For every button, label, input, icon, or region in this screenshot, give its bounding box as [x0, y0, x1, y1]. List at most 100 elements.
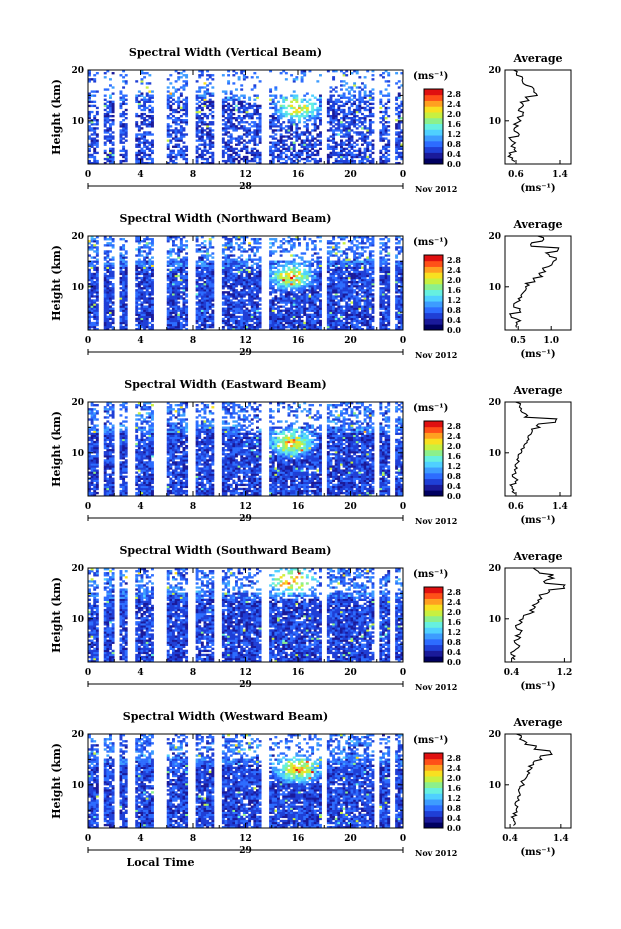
heatmap-cell	[242, 303, 246, 306]
heatmap-cell	[250, 278, 254, 282]
heatmap-cell	[358, 131, 362, 134]
heatmap-cell	[319, 270, 322, 274]
heatmap-cell	[342, 143, 346, 146]
heatmap-cell	[303, 117, 307, 120]
heatmap-cell	[342, 305, 346, 308]
heatmap-cell	[198, 244, 202, 247]
heatmap-cell	[290, 106, 294, 110]
heatmap-cell	[334, 117, 338, 120]
heatmap-cell	[224, 297, 228, 300]
heatmap-cell	[143, 268, 147, 272]
heatmap-cell	[227, 307, 231, 310]
heatmap-cell	[279, 283, 283, 286]
heatmap-cell	[368, 131, 372, 134]
heatmap-cell	[253, 84, 257, 87]
heatmap-cell	[332, 153, 336, 157]
heatmap-cell	[337, 323, 341, 327]
heatmap-cell	[290, 291, 294, 294]
heatmap-cell	[308, 260, 312, 263]
heatmap-cell	[303, 287, 307, 290]
heatmap-cell	[253, 289, 257, 292]
heatmap-cell	[311, 323, 315, 327]
heatmap-cell	[109, 78, 112, 81]
month-label: Nov 2012	[415, 184, 457, 194]
heatmap-cell	[195, 161, 199, 165]
heatmap-cell	[253, 94, 257, 97]
heatmap-cell	[229, 301, 233, 304]
heatmap-cell	[227, 104, 231, 108]
heatmap-cell	[169, 248, 173, 251]
heatmap-cell	[221, 311, 225, 314]
heatmap-cell	[151, 285, 154, 288]
heatmap-cell	[298, 287, 301, 290]
heatmap-cell	[358, 149, 362, 153]
heatmap-cell	[282, 260, 286, 263]
heatmap-cell	[334, 123, 338, 126]
heatmap-cell	[140, 149, 144, 153]
heatmap-cell	[271, 311, 275, 314]
heatmap-cell	[258, 283, 262, 286]
heatmap-cell	[211, 313, 215, 316]
heatmap-cell	[229, 121, 233, 124]
heatmap-cell	[337, 285, 341, 288]
heatmap-cell	[300, 149, 304, 153]
heatmap-cell	[395, 145, 399, 148]
heatmap-cell	[242, 289, 246, 292]
heatmap-cell	[300, 98, 304, 101]
heatmap-cell	[353, 84, 357, 87]
heatmap-cell	[111, 157, 115, 161]
heatmap-cell	[258, 141, 262, 144]
heatmap-cell	[179, 280, 183, 284]
heatmap-cell	[229, 327, 233, 331]
heatmap-cell	[292, 119, 296, 122]
heatmap-cell	[232, 307, 236, 310]
heatmap-cell	[232, 315, 236, 319]
heatmap-cell	[250, 88, 254, 91]
heatmap-cell	[221, 266, 225, 269]
heatmap-cell	[350, 283, 354, 286]
heatmap-cell	[253, 305, 257, 308]
heatmap-cell	[340, 96, 343, 99]
heatmap-cell	[305, 100, 309, 103]
heatmap-cell	[332, 102, 336, 106]
heatmap-cell	[292, 317, 296, 321]
heatmap-cell	[300, 278, 304, 282]
heatmap-cell	[122, 110, 126, 114]
heatmap-cell	[103, 236, 107, 239]
heatmap-cell	[166, 272, 170, 276]
heatmap-cell	[332, 323, 336, 327]
heatmap-cell	[227, 285, 231, 288]
heatmap-cell	[203, 297, 207, 300]
heatmap-cell	[185, 149, 189, 153]
heatmap-cell	[198, 121, 202, 124]
heatmap-cell	[342, 299, 346, 302]
heatmap-cell	[208, 94, 212, 97]
heatmap-cell	[227, 80, 231, 83]
heatmap-cell	[345, 291, 349, 294]
heatmap-cell	[250, 135, 254, 138]
colorbar-tick-label: 2.4	[447, 99, 461, 109]
heatmap-cell	[279, 145, 283, 148]
heatmap-cell	[384, 155, 388, 159]
heatmap-cell	[140, 133, 144, 136]
heatmap-cell	[143, 98, 147, 101]
heatmap-cell	[198, 274, 202, 278]
heatmap-cell	[95, 313, 99, 316]
heatmap-cell	[290, 287, 294, 290]
heatmap-cell	[350, 98, 354, 101]
heatmap-cell	[177, 287, 181, 290]
heatmap-cell	[227, 258, 231, 261]
heatmap-cell	[200, 285, 204, 288]
heatmap-cell	[109, 84, 112, 87]
heatmap-cell	[308, 319, 312, 323]
heatmap-cell	[232, 82, 236, 85]
heatmap-cell	[224, 117, 228, 120]
heatmap-cell	[206, 303, 210, 306]
heatmap-cell	[95, 287, 99, 290]
heatmap-cell	[319, 285, 322, 288]
heatmap-cell	[303, 270, 307, 274]
heatmap-cell	[311, 153, 315, 157]
heatmap-cell	[172, 159, 175, 163]
heatmap-cell	[135, 159, 139, 163]
heatmap-cell	[109, 108, 112, 112]
